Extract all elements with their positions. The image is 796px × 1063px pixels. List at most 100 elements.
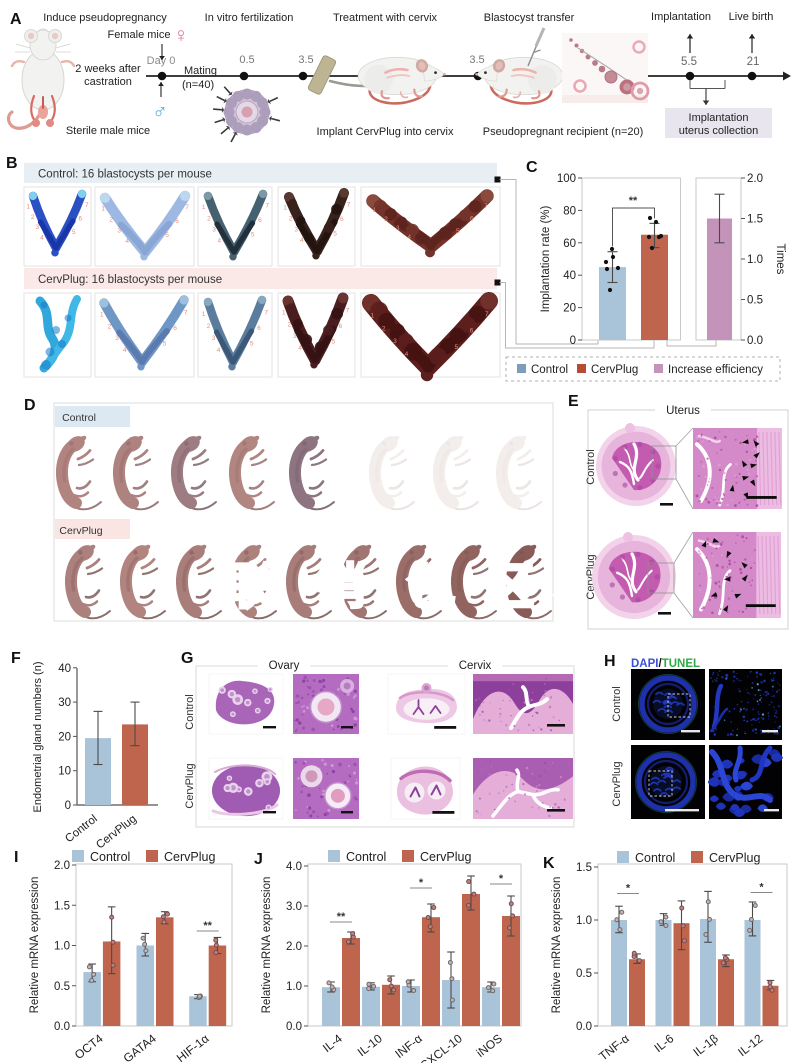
svg-text:Relative mRNA expression: Relative mRNA expression bbox=[551, 877, 563, 1014]
svg-text:Induce pseudopregnancy: Induce pseudopregnancy bbox=[43, 12, 167, 24]
svg-text:2: 2 bbox=[289, 216, 293, 223]
svg-text:4.0: 4.0 bbox=[286, 861, 302, 873]
svg-text:7: 7 bbox=[185, 204, 189, 211]
svg-text:1.0: 1.0 bbox=[286, 981, 302, 993]
svg-text:7: 7 bbox=[347, 202, 351, 209]
svg-text:2 weeks after: 2 weeks after bbox=[75, 63, 141, 75]
svg-text:5: 5 bbox=[454, 344, 458, 351]
svg-text:INF-α: INF-α bbox=[392, 1031, 425, 1061]
svg-text:Control: Control bbox=[346, 850, 386, 864]
svg-text:40: 40 bbox=[58, 663, 71, 675]
svg-text:0.0: 0.0 bbox=[576, 1021, 592, 1033]
svg-text:3: 3 bbox=[115, 335, 119, 342]
svg-text:*: * bbox=[759, 881, 764, 893]
svg-text:5: 5 bbox=[456, 228, 460, 235]
svg-text:Implantation rate (%): Implantation rate (%) bbox=[540, 205, 552, 312]
svg-text:6: 6 bbox=[470, 328, 474, 335]
svg-text:2: 2 bbox=[287, 321, 291, 328]
svg-text:20: 20 bbox=[58, 731, 71, 743]
svg-text:联: 联 bbox=[226, 561, 274, 614]
svg-text:3: 3 bbox=[36, 224, 40, 231]
svg-text:0: 0 bbox=[570, 335, 576, 347]
svg-text:*: * bbox=[499, 873, 504, 885]
svg-text:1: 1 bbox=[100, 312, 104, 319]
svg-text:0.5: 0.5 bbox=[576, 968, 592, 980]
svg-text:CervPlug: CervPlug bbox=[184, 763, 196, 808]
svg-text:**: ** bbox=[629, 195, 638, 207]
svg-text:CervPlug: CervPlug bbox=[709, 851, 760, 865]
svg-text:Relative mRNA expression: Relative mRNA expression bbox=[261, 877, 273, 1014]
svg-text:4: 4 bbox=[298, 345, 302, 352]
svg-text:5: 5 bbox=[250, 340, 254, 347]
svg-text:Increase efficiency: Increase efficiency bbox=[668, 364, 763, 376]
svg-text:6: 6 bbox=[78, 215, 82, 222]
svg-text:20: 20 bbox=[563, 303, 576, 315]
svg-text:Relative mRNA expression: Relative mRNA expression bbox=[29, 877, 41, 1014]
svg-text:3: 3 bbox=[293, 333, 297, 340]
svg-text:1.5: 1.5 bbox=[747, 214, 763, 226]
svg-text:Control: Control bbox=[531, 364, 568, 376]
svg-text:5: 5 bbox=[72, 229, 76, 236]
svg-text:Endometrial gland numbers (n): Endometrial gland numbers (n) bbox=[32, 661, 44, 812]
svg-text:7: 7 bbox=[485, 311, 489, 318]
svg-text:DAPI/TUNEL: DAPI/TUNEL bbox=[631, 658, 700, 670]
svg-text:0: 0 bbox=[65, 800, 71, 812]
svg-text:**: ** bbox=[203, 920, 212, 932]
svg-text:2: 2 bbox=[382, 325, 386, 332]
svg-text:7: 7 bbox=[484, 203, 488, 210]
svg-text:**: ** bbox=[337, 911, 346, 923]
svg-text:4: 4 bbox=[123, 347, 127, 354]
svg-text:In vitro fertilization: In vitro fertilization bbox=[205, 12, 294, 24]
svg-text:Cervix: Cervix bbox=[459, 660, 492, 672]
svg-text:♀: ♀ bbox=[173, 24, 189, 47]
svg-text:OCT4: OCT4 bbox=[72, 1031, 106, 1062]
svg-text:TNF-α: TNF-α bbox=[596, 1031, 632, 1063]
svg-text:Pseudopregnant recipient (n=20: Pseudopregnant recipient (n=20) bbox=[483, 126, 644, 138]
svg-text:I: I bbox=[14, 849, 18, 866]
svg-text:♂: ♂ bbox=[152, 100, 168, 123]
svg-text:2.0: 2.0 bbox=[54, 860, 70, 872]
svg-text:2: 2 bbox=[31, 214, 35, 221]
svg-text:castration: castration bbox=[84, 76, 132, 88]
svg-text:0.0: 0.0 bbox=[747, 335, 763, 347]
svg-text:uterus collection: uterus collection bbox=[679, 125, 759, 137]
svg-text:J: J bbox=[254, 851, 263, 868]
svg-text:6: 6 bbox=[257, 325, 261, 332]
svg-text:3: 3 bbox=[294, 226, 298, 233]
svg-text:Implantation: Implantation bbox=[689, 112, 749, 124]
svg-text:2.0: 2.0 bbox=[747, 173, 763, 185]
svg-text:CervPlug: CervPlug bbox=[94, 813, 139, 852]
svg-text:IL-12: IL-12 bbox=[735, 1031, 765, 1059]
svg-text:Day 0: Day 0 bbox=[147, 55, 176, 67]
svg-text:1: 1 bbox=[282, 310, 286, 317]
svg-text:1: 1 bbox=[202, 311, 206, 318]
svg-text:2: 2 bbox=[207, 215, 211, 222]
svg-text:7: 7 bbox=[265, 203, 269, 210]
svg-text:B: B bbox=[6, 155, 18, 172]
svg-text:F: F bbox=[11, 650, 21, 667]
svg-text:CervPlug: CervPlug bbox=[611, 761, 623, 806]
svg-text:7: 7 bbox=[184, 309, 188, 316]
svg-text:CervPlug: CervPlug bbox=[59, 525, 102, 537]
svg-text:CervPlug: 16 blastocysts per m: CervPlug: 16 blastocysts per mouse bbox=[38, 274, 222, 286]
svg-text:3.5: 3.5 bbox=[298, 54, 313, 66]
svg-text:包: 包 bbox=[407, 561, 455, 614]
svg-text:1: 1 bbox=[101, 206, 105, 213]
svg-text:A: A bbox=[10, 11, 22, 28]
svg-text:6: 6 bbox=[258, 217, 262, 224]
svg-text:Control: 16 blastocysts per mo: Control: 16 blastocysts per mouse bbox=[38, 169, 212, 181]
svg-text:30: 30 bbox=[58, 697, 71, 709]
svg-text:4: 4 bbox=[217, 238, 221, 245]
svg-text:1: 1 bbox=[373, 207, 377, 214]
svg-text:3: 3 bbox=[117, 227, 121, 234]
svg-text:1.0: 1.0 bbox=[54, 941, 70, 953]
svg-text:4: 4 bbox=[300, 237, 304, 244]
svg-text:*: * bbox=[419, 877, 424, 889]
svg-text:Control: Control bbox=[63, 813, 100, 845]
svg-text:CervPlug: CervPlug bbox=[164, 850, 215, 864]
svg-text:5: 5 bbox=[251, 232, 255, 239]
svg-text:Control: Control bbox=[635, 851, 675, 865]
svg-text:7: 7 bbox=[85, 202, 89, 209]
svg-text:7: 7 bbox=[346, 307, 350, 314]
svg-text:D: D bbox=[24, 397, 36, 414]
